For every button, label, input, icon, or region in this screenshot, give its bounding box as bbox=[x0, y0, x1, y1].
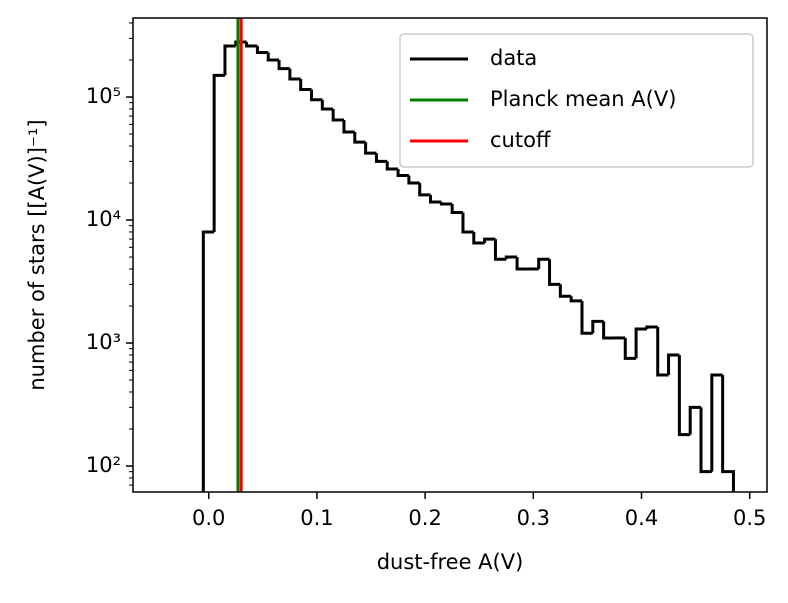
histogram-step bbox=[364, 142, 377, 155]
histogram-step bbox=[331, 108, 344, 122]
histogram-step bbox=[353, 131, 366, 144]
histogram-step bbox=[580, 300, 593, 335]
y-tick-label: 10³ bbox=[86, 330, 121, 354]
histogram-step bbox=[677, 354, 691, 437]
histogram-step bbox=[645, 325, 658, 330]
histogram-step bbox=[699, 407, 712, 474]
histogram-step bbox=[223, 44, 236, 76]
histogram-step bbox=[418, 182, 431, 197]
histogram-step bbox=[288, 68, 301, 81]
histogram-step bbox=[667, 353, 680, 375]
histogram-step bbox=[623, 337, 637, 360]
x-tick-label: 0.3 bbox=[517, 506, 550, 530]
histogram-step bbox=[277, 59, 290, 71]
histogram-step bbox=[342, 120, 355, 134]
histogram-step bbox=[245, 42, 258, 48]
histogram-step bbox=[461, 212, 474, 234]
legend-label: cutoff bbox=[490, 128, 551, 152]
histogram-step bbox=[656, 326, 669, 377]
histogram-step bbox=[266, 52, 280, 62]
legend-label: data bbox=[490, 46, 537, 70]
histogram-step bbox=[569, 296, 582, 303]
histogram-step bbox=[429, 194, 442, 204]
x-tick-label: 0.0 bbox=[192, 506, 225, 530]
y-tick-label: 10² bbox=[86, 453, 121, 477]
y-axis-label: number of stars [[A(V)]⁻¹] bbox=[25, 119, 49, 390]
x-tick-label: 0.1 bbox=[300, 506, 333, 530]
histogram-step bbox=[212, 73, 225, 232]
histogram-step bbox=[396, 168, 409, 178]
histogram-step bbox=[234, 40, 247, 46]
histogram-step bbox=[320, 99, 334, 111]
legend-box bbox=[399, 33, 754, 168]
histogram-step bbox=[299, 79, 312, 92]
plot-frame bbox=[132, 17, 768, 493]
x-tick-label: 0.2 bbox=[408, 506, 441, 530]
x-tick-label: 0.4 bbox=[625, 506, 658, 530]
histogram-step bbox=[537, 257, 550, 269]
histogram-step bbox=[483, 237, 496, 244]
histogram-step bbox=[504, 255, 518, 260]
histogram-step bbox=[201, 230, 215, 492]
histogram-step bbox=[255, 45, 269, 55]
histogram-step bbox=[493, 239, 507, 261]
histogram-step bbox=[407, 175, 420, 185]
y-tick-label: 10⁴ bbox=[86, 207, 121, 231]
histogram-step bbox=[591, 319, 604, 334]
x-tick-label: 0.5 bbox=[733, 506, 766, 530]
histogram-step bbox=[634, 327, 647, 359]
histogram-step bbox=[310, 89, 323, 102]
legend-label: Planck mean A(V) bbox=[490, 87, 676, 111]
histogram-step bbox=[374, 153, 388, 163]
histogram-step bbox=[558, 284, 572, 298]
histogram-step bbox=[515, 257, 528, 271]
histogram-step bbox=[688, 405, 702, 435]
histogram-step bbox=[439, 202, 453, 206]
histogram-step bbox=[721, 374, 735, 492]
histogram-step bbox=[548, 259, 561, 286]
histogram-step bbox=[450, 203, 463, 215]
y-tick-label: 10⁵ bbox=[86, 84, 121, 108]
x-axis-label: dust-free A(V) bbox=[377, 550, 524, 574]
histogram-step bbox=[472, 231, 485, 245]
histogram-step bbox=[710, 373, 723, 472]
histogram-step bbox=[602, 321, 615, 340]
histogram-step bbox=[385, 161, 399, 171]
